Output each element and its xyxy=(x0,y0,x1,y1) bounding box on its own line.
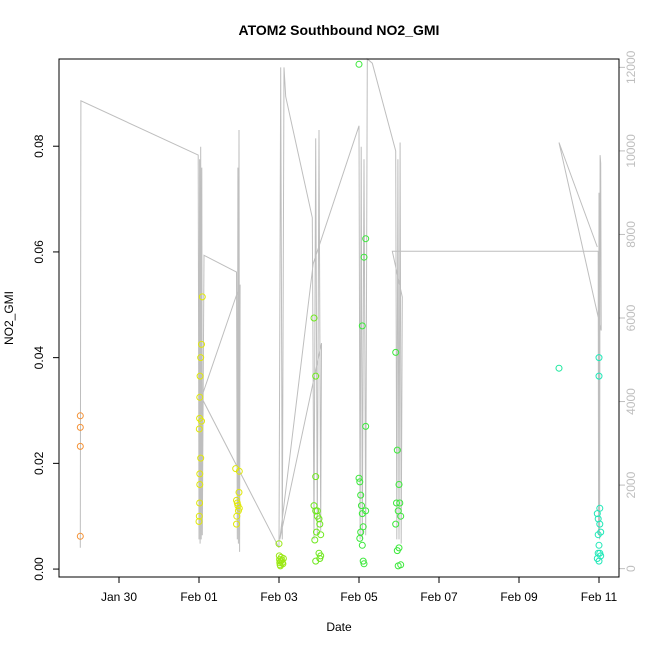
x-tick-label: Feb 11 xyxy=(581,590,618,604)
y-tick-label: 0.08 xyxy=(32,134,46,158)
data-point xyxy=(395,481,403,488)
data-point xyxy=(358,541,366,549)
x-tick-label: Jan 30 xyxy=(101,590,137,604)
y2-tick-label: 6000 xyxy=(624,304,638,331)
data-point xyxy=(196,393,204,401)
data-point xyxy=(198,340,205,348)
data-point xyxy=(311,536,319,544)
data-point xyxy=(279,555,287,562)
data-point xyxy=(596,520,604,528)
data-point xyxy=(360,560,368,568)
data-point xyxy=(198,293,206,301)
data-point xyxy=(195,512,203,520)
y2-tick-label: 2000 xyxy=(624,471,638,498)
data-point xyxy=(357,491,365,499)
x-tick-label: Feb 05 xyxy=(340,590,378,604)
data-point xyxy=(394,562,402,570)
y-tick-label: 0.06 xyxy=(32,240,46,264)
data-point xyxy=(198,417,205,425)
plot-frame xyxy=(58,58,620,578)
data-point xyxy=(594,531,602,539)
data-point xyxy=(358,502,365,510)
data-point xyxy=(276,562,284,570)
data-point xyxy=(316,520,324,528)
data-point xyxy=(595,372,603,380)
data-point xyxy=(362,422,370,430)
data-point xyxy=(356,478,364,486)
y-axis: 0.00 0.02 0.04 0.06 0.08 xyxy=(32,134,60,581)
x-tick-label: Feb 07 xyxy=(420,590,458,604)
data-point xyxy=(396,499,404,507)
x-tick-label: Feb 09 xyxy=(500,590,538,604)
data-point xyxy=(196,470,204,478)
data-point xyxy=(196,372,204,380)
data-point xyxy=(397,512,405,520)
data-point xyxy=(393,547,401,555)
data-point xyxy=(195,425,203,433)
data-point xyxy=(235,504,243,512)
data-point xyxy=(355,60,363,68)
data-point xyxy=(76,412,84,420)
data-point xyxy=(594,549,602,557)
altitude-series xyxy=(79,57,602,552)
data-point xyxy=(76,423,84,431)
data-point xyxy=(356,534,364,542)
y2-tick-label: 8000 xyxy=(624,221,638,248)
y-tick-label: 0.02 xyxy=(32,451,46,475)
y2-axis: 0 2000 4000 6000 8000 10000 12000 xyxy=(618,50,638,572)
data-point xyxy=(595,354,603,362)
x-tick-label: Feb 03 xyxy=(260,590,298,604)
data-point xyxy=(315,515,323,523)
data-point xyxy=(196,481,204,488)
data-point xyxy=(392,348,400,356)
x-axis: Jan 30 Feb 01 Feb 03 Feb 05 Feb 07 Feb 09 Feb … xyxy=(101,576,618,604)
data-point xyxy=(312,473,320,481)
data-point xyxy=(360,253,368,261)
data-point xyxy=(310,314,318,322)
x-axis-label: Date xyxy=(326,620,352,634)
data-point xyxy=(313,507,321,515)
chart-title: ATOM2 Southbound NO2_GMI xyxy=(239,22,440,38)
data-point xyxy=(195,518,203,525)
data-point xyxy=(233,520,240,528)
data-point xyxy=(197,454,205,462)
data-point xyxy=(197,354,205,362)
y-axis-label: NO2_GMI xyxy=(2,291,16,345)
data-point xyxy=(76,532,84,540)
data-point xyxy=(316,555,324,562)
data-point xyxy=(393,446,401,454)
data-point xyxy=(555,364,563,372)
data-point xyxy=(196,499,204,507)
altitude-line xyxy=(79,57,602,552)
y2-tick-label: 12000 xyxy=(624,50,638,84)
y2-tick-label: 0 xyxy=(624,565,638,572)
y-tick-label: 0.04 xyxy=(32,346,46,370)
data-point xyxy=(362,235,370,243)
data-point xyxy=(355,474,363,482)
data-point xyxy=(235,467,243,475)
data-point xyxy=(358,322,366,330)
data-point xyxy=(275,540,283,548)
data-point xyxy=(362,507,370,515)
data-point xyxy=(392,520,400,528)
data-point xyxy=(233,512,241,520)
data-point xyxy=(312,372,320,380)
y-tick-label: 0.00 xyxy=(32,557,46,581)
data-point xyxy=(593,510,601,518)
data-point xyxy=(595,541,603,549)
data-point xyxy=(235,488,243,496)
y2-tick-label: 4000 xyxy=(624,388,638,415)
x-tick-label: Feb 01 xyxy=(180,590,218,604)
data-point xyxy=(76,442,84,450)
y2-tick-label: 10000 xyxy=(624,134,638,168)
data-point xyxy=(393,499,400,507)
no2-points xyxy=(76,60,605,570)
data-point xyxy=(317,531,325,539)
